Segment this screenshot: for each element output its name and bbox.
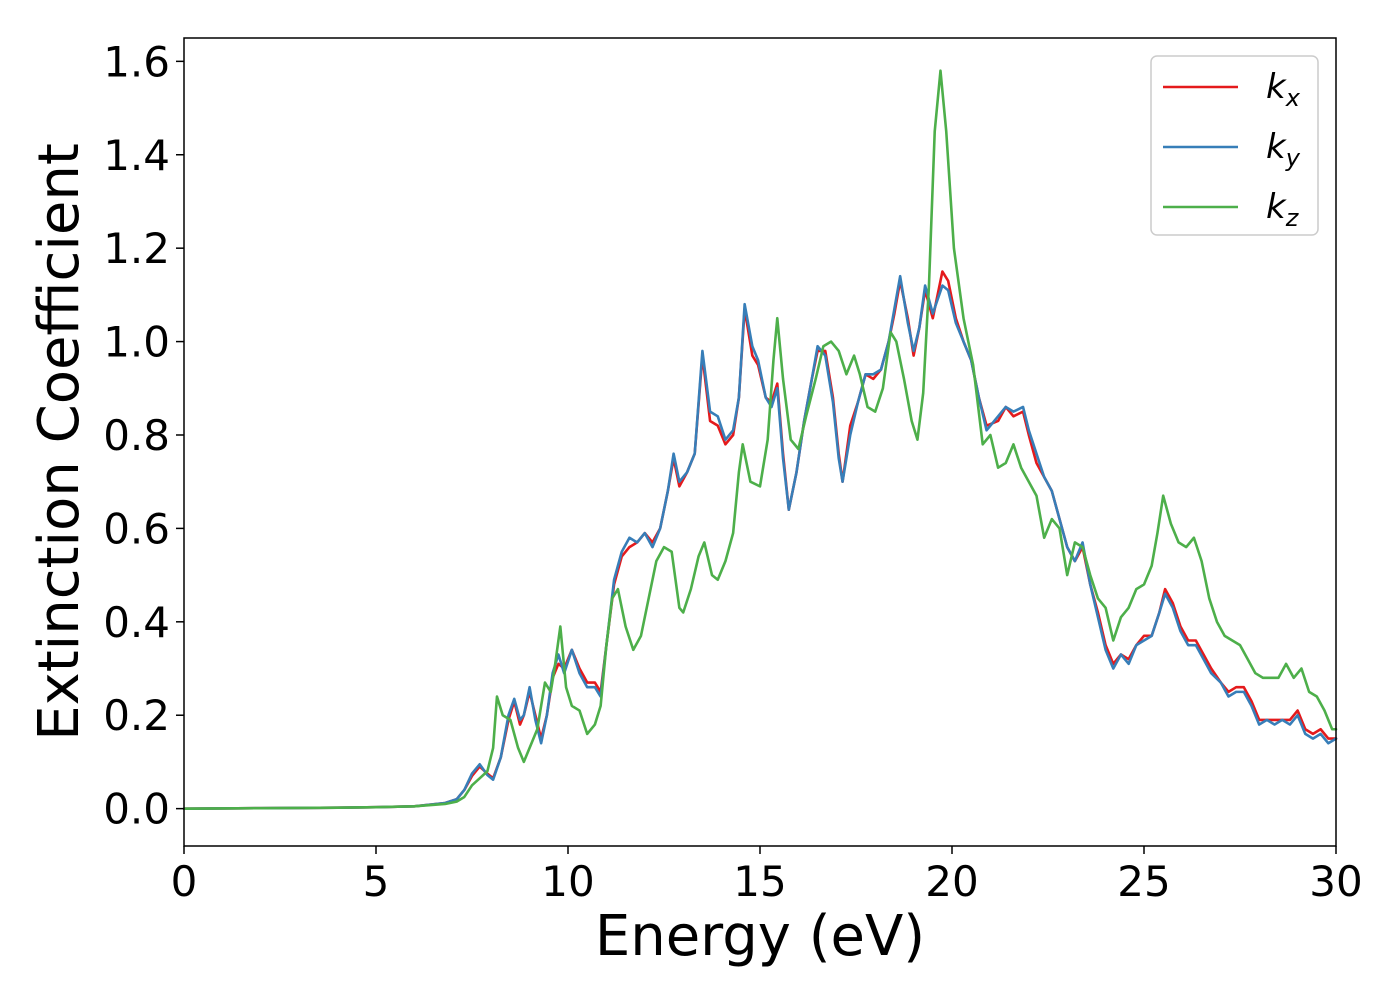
legend-label-kx: kx: [1266, 67, 1301, 112]
x-tick-label: 30: [1309, 857, 1362, 906]
legend-label-base: k: [1266, 127, 1287, 167]
x-tick-label: 25: [1117, 857, 1170, 906]
x-tick-label: 20: [925, 857, 978, 906]
y-tick-label: 0.6: [103, 504, 170, 553]
series-layer: [182, 69, 1338, 810]
y-axis-title: Extinction Coefficient: [27, 143, 92, 741]
y-tick-label: 1.2: [103, 224, 170, 273]
x-axis: 0 5 10 15 20 25 30: [171, 846, 1363, 906]
legend-label-kz: kz: [1266, 187, 1300, 232]
x-tick-label: 15: [733, 857, 786, 906]
legend-frame: [1150, 55, 1319, 236]
y-tick-label: 1.6: [103, 37, 170, 86]
legend-label-base: k: [1266, 187, 1287, 227]
y-tick-label: 1.4: [103, 131, 170, 180]
legend-label-base: k: [1266, 67, 1287, 107]
x-axis-title: Energy (eV): [595, 904, 925, 969]
y-tick-label: 1.0: [103, 318, 170, 367]
legend-label-ky: ky: [1266, 127, 1301, 172]
x-tick-label: 5: [363, 857, 390, 906]
x-tick-label: 10: [541, 857, 594, 906]
legend-label-subscript: x: [1285, 84, 1301, 112]
y-axis: 0.0 0.2 0.4 0.6 0.8 1.0 1.2 1.4 1.6: [103, 37, 184, 834]
y-tick-label: 0.8: [103, 411, 170, 460]
y-tick-label: 0.0: [103, 785, 170, 834]
legend-label-subscript: y: [1285, 144, 1301, 172]
legend-label-subscript: z: [1285, 204, 1300, 232]
y-tick-label: 0.2: [103, 691, 170, 740]
y-tick-label: 0.4: [103, 598, 170, 647]
x-tick-label: 0: [171, 857, 198, 906]
series-line-kz: [182, 69, 1338, 810]
